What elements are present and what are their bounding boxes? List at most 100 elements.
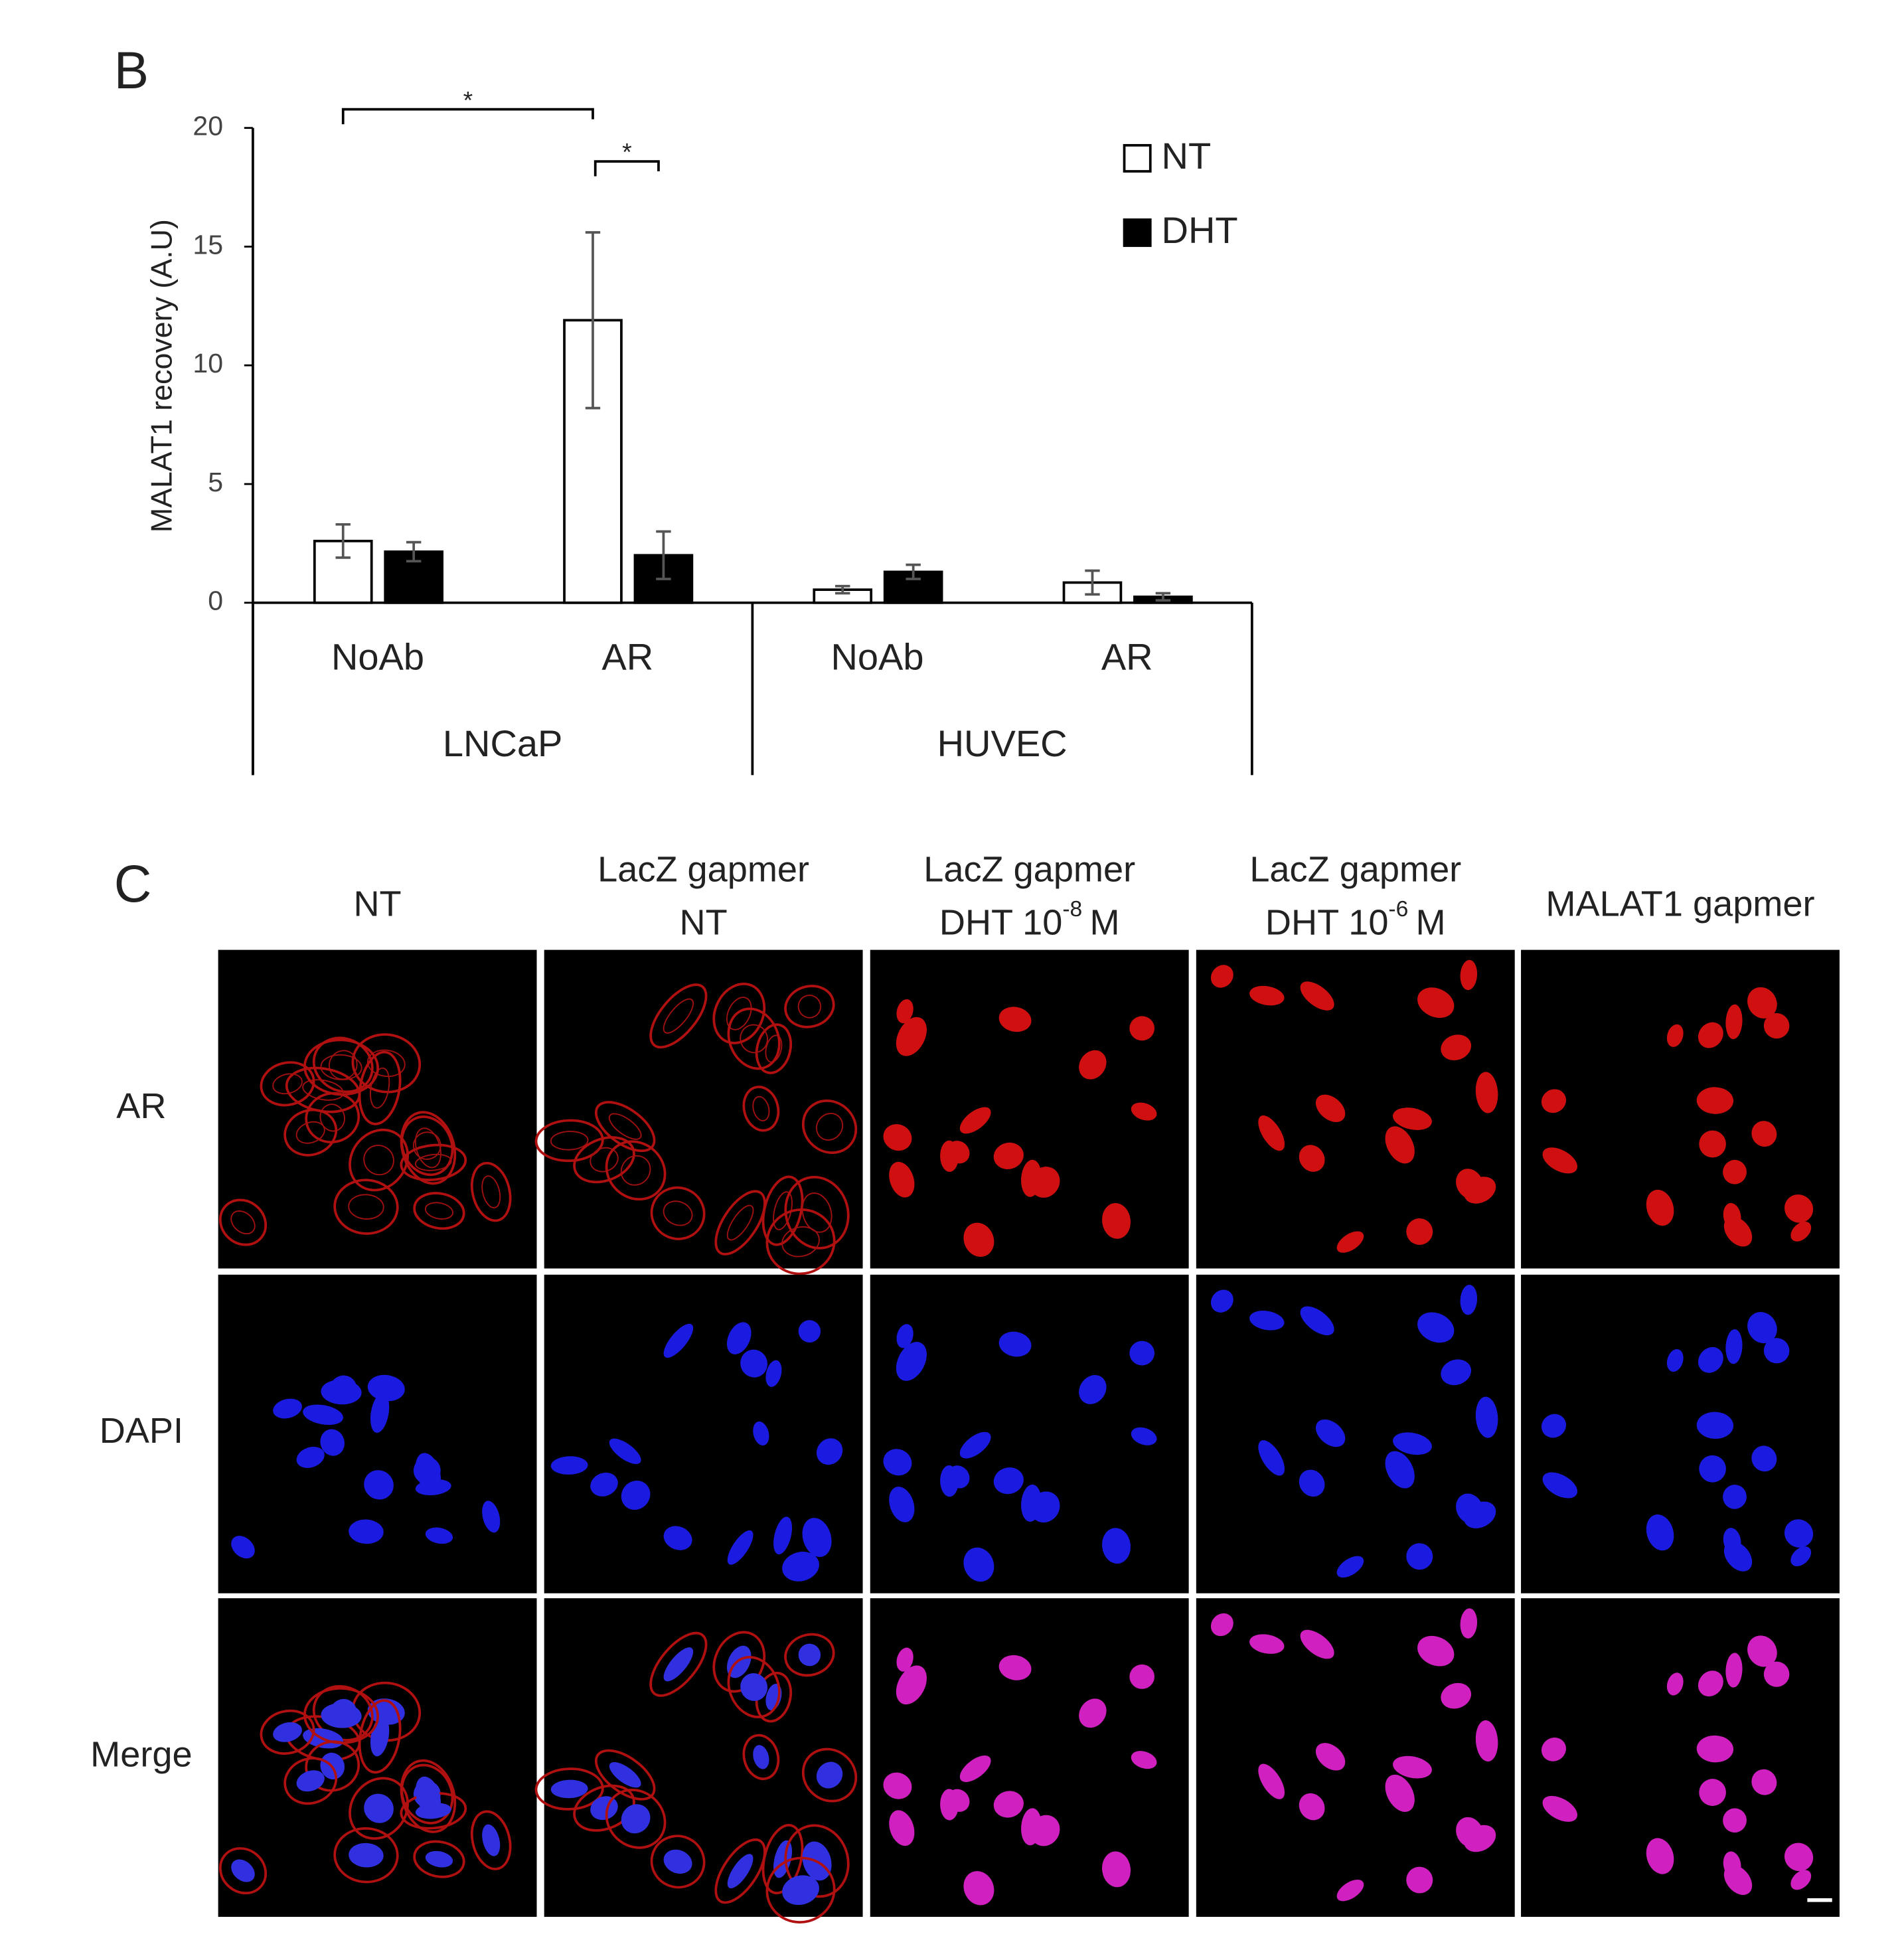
cell <box>1725 1004 1743 1040</box>
cell-outline <box>765 1208 836 1275</box>
x-tick-label: AR <box>601 635 653 677</box>
column-header: NT <box>353 884 401 924</box>
cell-outline <box>714 1190 766 1256</box>
cell <box>1393 1755 1432 1779</box>
cell <box>320 1429 345 1456</box>
cell <box>1102 1528 1131 1564</box>
cell <box>1336 1231 1364 1253</box>
significance-label: * <box>463 86 473 114</box>
y-tick-label: 5 <box>208 467 223 497</box>
cell <box>1102 1202 1131 1239</box>
cell <box>1723 1864 1753 1896</box>
cell <box>883 1772 912 1799</box>
cell <box>1475 1396 1498 1438</box>
cell <box>1079 1050 1107 1080</box>
column-header: MALAT1 gapmer <box>1546 884 1814 924</box>
micrograph <box>1521 1598 1840 1917</box>
cell <box>797 995 822 1019</box>
cell <box>1021 1808 1042 1846</box>
cell <box>1475 1072 1498 1113</box>
cell <box>1646 1514 1674 1551</box>
error-bar <box>656 530 671 580</box>
cell-outline <box>351 1033 422 1094</box>
cell <box>1406 1218 1433 1245</box>
cell <box>1699 1779 1726 1806</box>
scale-bar <box>1807 1898 1832 1902</box>
row-label: AR <box>116 1086 166 1126</box>
cell <box>1784 1194 1814 1223</box>
header-text: DHT 10 <box>1265 903 1389 943</box>
row-label: Merge <box>90 1734 192 1774</box>
cell <box>1131 1102 1157 1121</box>
cell <box>1541 1089 1566 1113</box>
cell <box>1021 1484 1042 1522</box>
group-label: LNCaP <box>443 722 563 764</box>
cell <box>1464 1177 1496 1204</box>
cell <box>370 1392 390 1433</box>
cell <box>1751 1445 1777 1472</box>
cell <box>1258 1115 1285 1151</box>
cell <box>295 1121 325 1144</box>
cell <box>1464 1825 1496 1852</box>
cell-outline <box>349 1128 410 1192</box>
error-bar <box>835 584 850 595</box>
cell <box>1723 1485 1747 1509</box>
column-header: LacZ gapmer <box>597 849 809 889</box>
cell-outline <box>801 1100 858 1154</box>
cell <box>726 1204 754 1241</box>
cell <box>1542 1795 1577 1822</box>
x-tick-label: AR <box>1101 635 1153 677</box>
cell <box>998 1655 1032 1680</box>
y-tick-label: 20 <box>193 111 223 141</box>
cell <box>273 1398 302 1419</box>
cell <box>424 1202 454 1220</box>
cell <box>321 1703 362 1728</box>
cell <box>1747 1312 1777 1344</box>
cell <box>889 1487 915 1522</box>
group-label: HUVEC <box>937 722 1068 764</box>
cell <box>364 1793 394 1823</box>
legend-label: DHT <box>1162 209 1238 251</box>
cell <box>727 1854 754 1889</box>
cell <box>1336 1556 1364 1578</box>
cell <box>1129 1341 1155 1366</box>
cell-outline <box>784 1176 850 1250</box>
cell <box>1784 1519 1814 1548</box>
cell <box>801 1192 833 1233</box>
micrograph <box>1196 1598 1515 1917</box>
cell <box>993 1467 1024 1495</box>
error-bar <box>406 540 422 563</box>
micrograph <box>1196 949 1515 1269</box>
cell <box>1790 1546 1812 1567</box>
legend-swatch <box>1123 143 1152 173</box>
cell-outline <box>470 1161 512 1222</box>
cell-outline <box>413 1840 465 1878</box>
cell <box>367 1374 405 1402</box>
cell <box>231 1859 255 1882</box>
cell <box>1723 1159 1747 1184</box>
micrograph <box>1521 949 1840 1269</box>
cell-outline <box>784 1633 835 1677</box>
cell <box>663 998 694 1034</box>
cell <box>1747 987 1777 1019</box>
row-label: DAPI <box>100 1411 183 1451</box>
cell <box>726 997 752 1030</box>
cell <box>1460 1608 1478 1639</box>
cell <box>370 1067 390 1109</box>
y-tick-label: 15 <box>193 229 223 260</box>
header-text: DHT 10 <box>939 903 1063 943</box>
header-superscript: -6 <box>1388 897 1408 922</box>
cell <box>998 1007 1032 1032</box>
cell <box>765 1034 783 1063</box>
cell <box>896 1342 927 1381</box>
cell-outline <box>349 1777 410 1840</box>
cell-outline <box>727 1656 781 1718</box>
cell <box>1249 1634 1285 1654</box>
cell <box>1723 1541 1753 1572</box>
cell-outline <box>650 1835 706 1889</box>
cell <box>608 1113 642 1140</box>
cell <box>1300 981 1334 1011</box>
cell <box>663 1647 694 1682</box>
cell-outline <box>765 1856 836 1923</box>
